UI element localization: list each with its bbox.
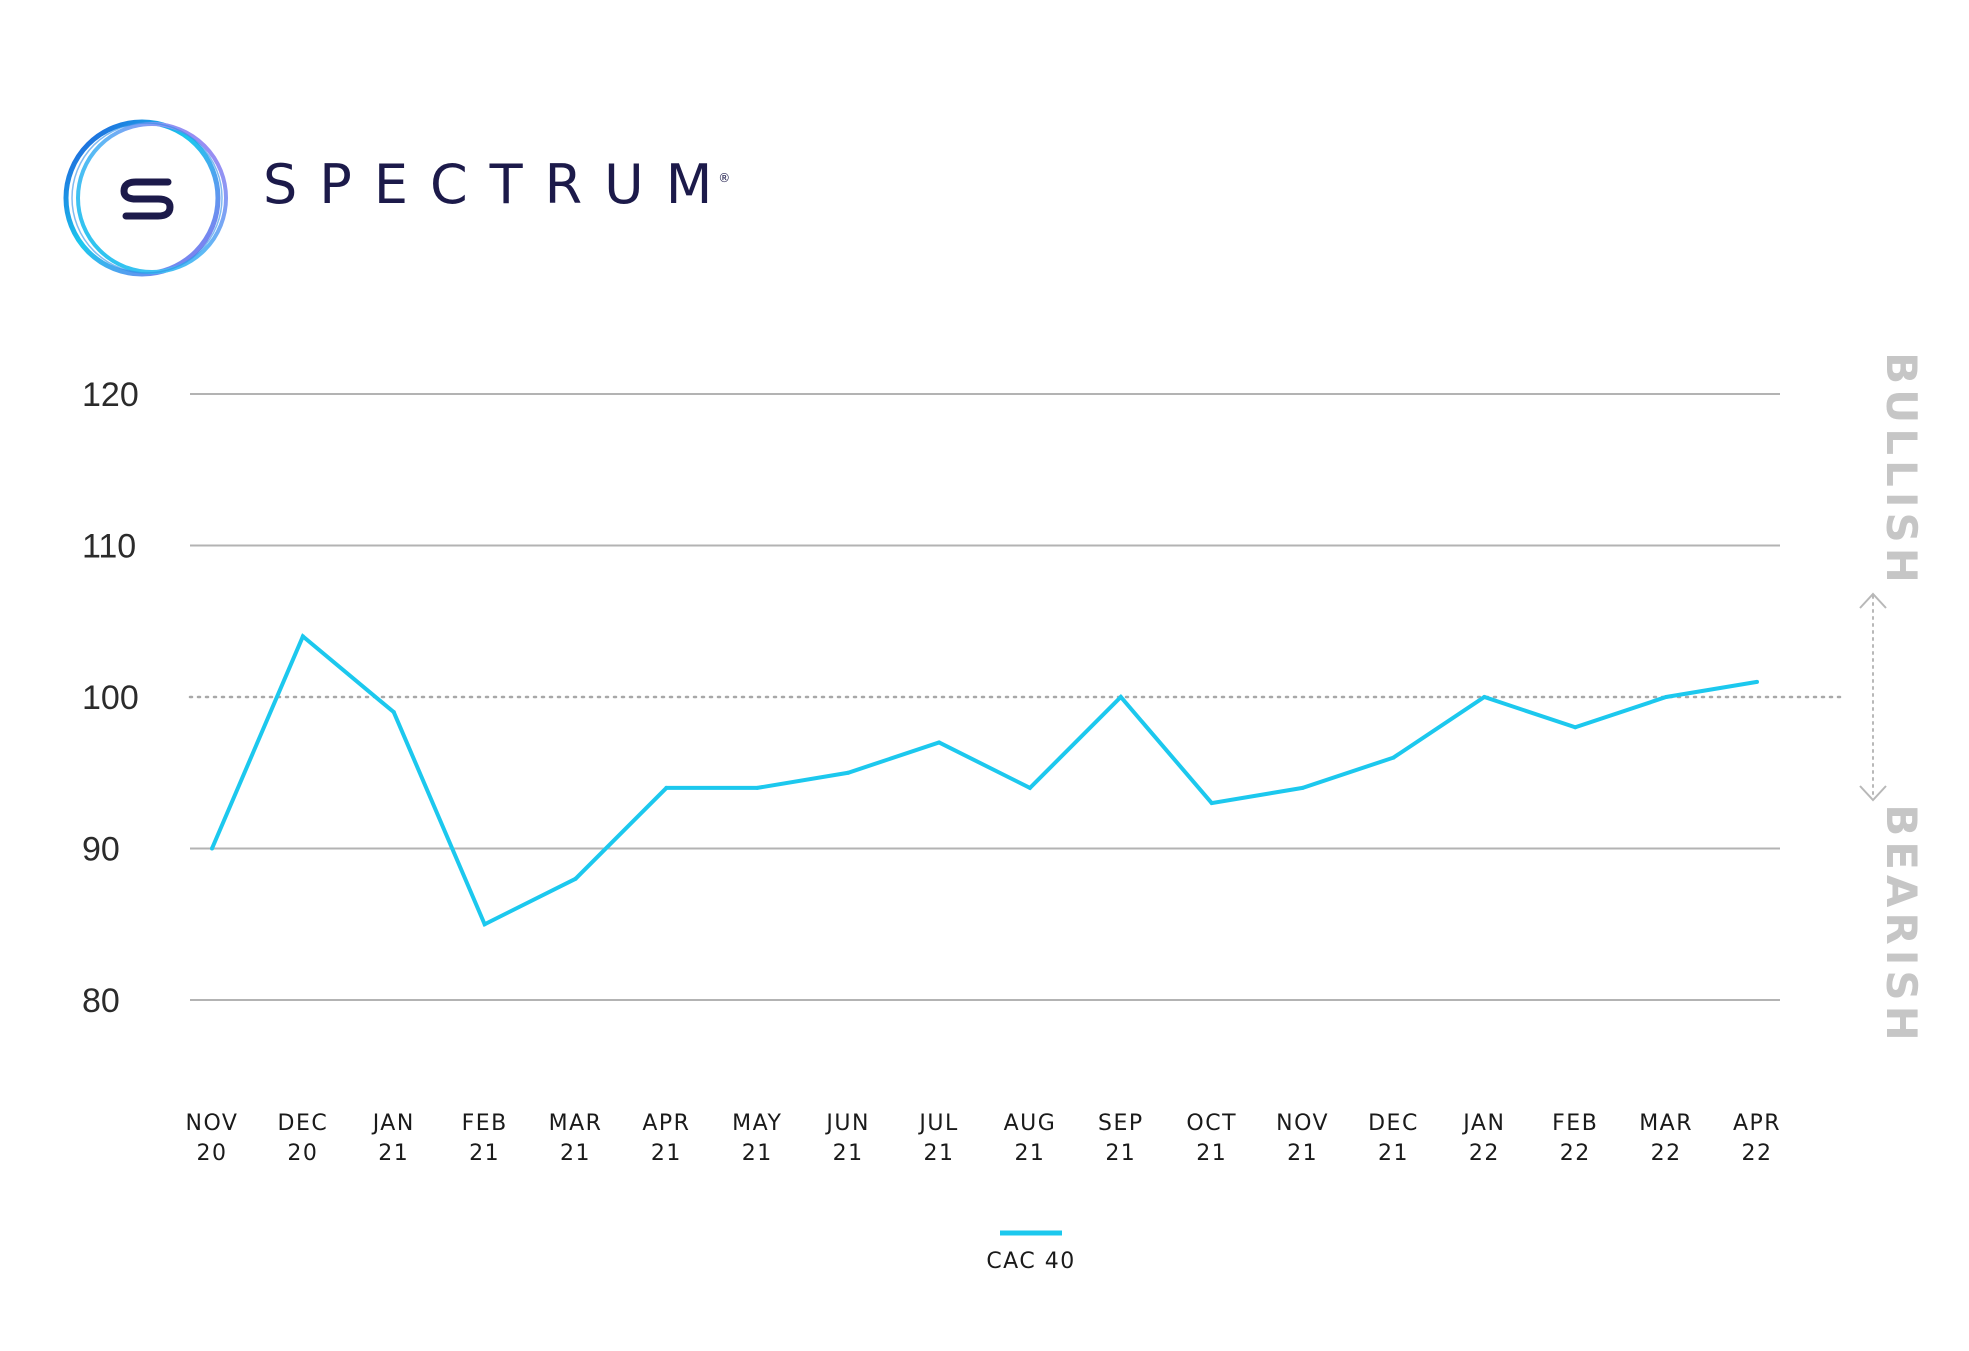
x-tick-label: MAY 21 (732, 1111, 782, 1166)
legend-label: CAC 40 (986, 1249, 1075, 1274)
x-tick-label: AUG 21 (1004, 1111, 1057, 1166)
data-point (1209, 801, 1214, 806)
y-tick-label: 110 (82, 528, 136, 566)
legend: CAC 40 (986, 1230, 1075, 1274)
y-tick-label: 90 (82, 831, 120, 869)
arrow-down-icon (1859, 785, 1887, 802)
data-point (391, 710, 396, 715)
data-point (846, 770, 851, 775)
data-point (755, 785, 760, 790)
trademark-symbol: ® (718, 171, 731, 185)
arrow-up-icon (1859, 592, 1887, 609)
x-tick-label: JAN 21 (371, 1111, 415, 1166)
x-tick-label: JAN 22 (1461, 1111, 1505, 1166)
data-point (1391, 755, 1396, 760)
logo-letter-s (120, 178, 174, 220)
x-tick-label: MAR 22 (1639, 1111, 1693, 1166)
y-tick-label: 100 (82, 679, 139, 717)
data-point (1027, 785, 1032, 790)
x-tick-label: NOV 20 (186, 1111, 239, 1166)
data-point (210, 846, 214, 851)
data-point (1755, 679, 1759, 684)
x-tick-label: MAR 21 (549, 1111, 603, 1166)
y-axis-ticks: 80 90 100 110 120 (82, 376, 139, 1020)
x-tick-label: JUL 21 (917, 1111, 958, 1166)
data-point (664, 785, 669, 790)
x-tick-label: DEC 20 (278, 1111, 329, 1166)
sentiment-labels: BULLISH BEARISH (1859, 352, 1926, 1046)
x-tick-label: APR 21 (642, 1111, 690, 1166)
brand-name: SPECTRUM® (263, 158, 746, 212)
bullish-label: BULLISH (1877, 352, 1926, 588)
data-point (1300, 785, 1305, 790)
x-tick-label: FEB 22 (1552, 1111, 1598, 1166)
x-tick-label: FEB 21 (462, 1111, 508, 1166)
data-point (1118, 695, 1123, 699)
brand-name-text: SPECTRUM (263, 153, 735, 216)
data-point (1573, 725, 1578, 730)
data-point (300, 634, 305, 639)
x-tick-label: DEC 21 (1368, 1111, 1419, 1166)
y-tick-label: 120 (82, 376, 139, 414)
data-point (482, 922, 487, 927)
x-tick-label: JUN 21 (824, 1111, 870, 1166)
x-tick-label: APR 22 (1733, 1111, 1781, 1166)
bearish-label: BEARISH (1877, 804, 1926, 1046)
x-tick-label: NOV 21 (1276, 1111, 1329, 1166)
series-group (210, 633, 1759, 927)
series-line (210, 633, 1758, 927)
spectrum-logo (63, 119, 228, 277)
x-tick-label: OCT 21 (1186, 1111, 1237, 1166)
data-point (937, 740, 942, 745)
gridlines (190, 393, 1780, 1001)
x-axis-ticks: NOV 20 DEC 20 JAN 21 FEB 21 MAR 21 APR 21 MAY 21 JUN 21… (186, 1111, 1781, 1166)
y-tick-label: 80 (82, 982, 120, 1020)
data-point (1664, 695, 1669, 699)
data-point (573, 876, 578, 881)
data-point (1482, 695, 1487, 699)
x-tick-label: SEP 21 (1098, 1111, 1144, 1166)
